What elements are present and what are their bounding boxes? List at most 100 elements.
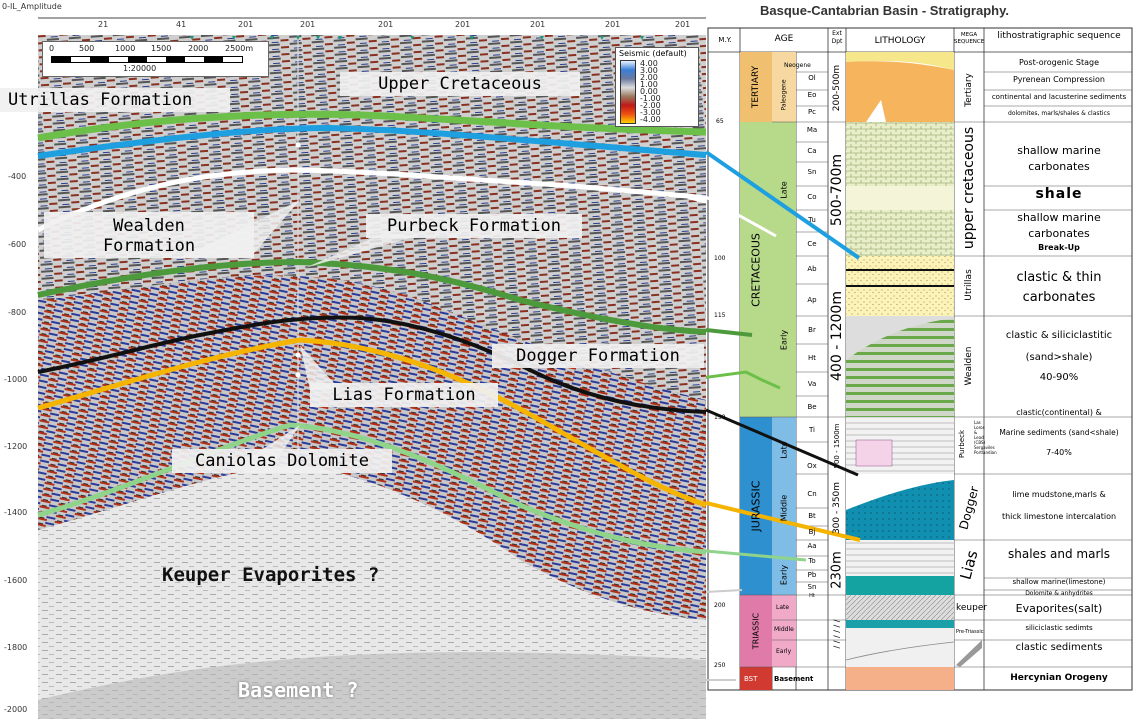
- epoch-label: Late: [779, 441, 789, 459]
- label-wealden: Wealden Formation: [44, 212, 254, 258]
- desc: shallow marine(limestone): [1012, 578, 1106, 586]
- epoch-label: Early: [776, 648, 792, 655]
- stage-label: Ap: [807, 296, 817, 304]
- system-bst-bar: [740, 667, 772, 690]
- epoch-label: Basement: [774, 675, 814, 683]
- epoch-label: Paleogene: [780, 79, 788, 111]
- stage-label: Bj: [808, 528, 816, 536]
- label-wealden-line2: Formation: [102, 236, 196, 256]
- desc: (sand>shale): [1025, 352, 1093, 363]
- stage-label: Aa: [807, 542, 817, 550]
- horizon-utrillas: [37, 124, 707, 159]
- top-axis-label-4: 201: [300, 20, 316, 29]
- mega-label: Tertiary: [964, 73, 974, 107]
- stage-label: Cn: [807, 490, 817, 498]
- legend-value: 4.00: [640, 59, 658, 68]
- header-mega: MEGA SEQUENCE: [954, 32, 985, 45]
- label-upper-cretaceous: Upper Cretaceous: [340, 72, 580, 96]
- top-axis-label-8: 201: [605, 20, 621, 29]
- system-label: CRETACEOUS: [749, 233, 763, 307]
- stage-label: Tu: [808, 216, 816, 224]
- desc: carbonates: [1028, 227, 1090, 240]
- epoch-label: Early: [779, 564, 789, 586]
- top-axis-label-9: 201: [675, 20, 691, 29]
- system-jurassic-bar: [740, 417, 772, 595]
- system-label: BST: [744, 675, 758, 683]
- label-basement: Basement ?: [238, 678, 359, 702]
- strat-canvas: [685, 0, 1134, 719]
- thickness-label: 230m: [829, 551, 845, 589]
- desc: shales and marls: [1008, 547, 1110, 561]
- link-black: [705, 408, 859, 477]
- strat-title: Basque-Cantabrian Basin - Stratigraphy.: [760, 3, 1009, 18]
- label-utrillas: Utrillas Formation: [0, 88, 230, 112]
- scale-tick: 2500m: [225, 44, 254, 53]
- epoch-label: Late: [776, 604, 790, 611]
- top-axis-label-5: 201: [378, 20, 394, 29]
- system-label: TERTIARY: [751, 65, 761, 109]
- litho-shale: [846, 186, 954, 210]
- depth-tick: -1000: [4, 375, 28, 384]
- top-axis-label-6: 201: [455, 20, 471, 29]
- stage-label: Eo: [807, 91, 817, 99]
- scale-unit: 1:20000: [123, 64, 157, 73]
- link-green: [705, 328, 753, 337]
- horizon-purbeck: [37, 258, 707, 335]
- litho-lias: [846, 540, 954, 576]
- stage-label: Br: [808, 326, 816, 334]
- desc: siliciclastic sedimts: [1025, 624, 1093, 632]
- link-white: [705, 195, 777, 238]
- desc: Dolomite & anhydrites: [1025, 590, 1093, 597]
- header-ext: Ext Dpt: [831, 30, 843, 45]
- legend-value: -1.00: [640, 94, 661, 103]
- mega-label: Utrillas: [964, 269, 974, 301]
- label-wealden-line1: Wealden: [113, 216, 185, 236]
- system-cretaceous-bar: [740, 122, 772, 417]
- litho-tertiary-top: [846, 52, 954, 70]
- label-lias: Lias Formation: [310, 383, 498, 407]
- horizon-wealden: [36, 167, 707, 233]
- legend-colorbar: [620, 60, 636, 124]
- horizon-dogger: [37, 315, 707, 414]
- legend-value: -4.00: [640, 115, 661, 124]
- depth-tick: -600: [8, 240, 27, 249]
- seismic-section: 0-IL_Amplitude 21 41 201 201 201 201 201…: [0, 0, 862, 719]
- label-dogger: Dogger Formation: [492, 344, 704, 368]
- header-my: M.Y.: [718, 36, 732, 44]
- depth-tick: -1400: [4, 508, 28, 517]
- mega-label: Wealden: [964, 346, 974, 386]
- mega-label: upper cretaceous: [961, 126, 977, 250]
- ma-tick: 150: [714, 414, 726, 421]
- litho-dogger: [846, 480, 954, 540]
- desc: shallow marine: [1017, 144, 1101, 157]
- litho-tertiary: [846, 61, 954, 122]
- top-axis-label-7: 201: [530, 20, 546, 29]
- legend-value: 1.00: [640, 80, 658, 89]
- desc: carbonates: [1022, 290, 1096, 305]
- thickness-label: 400 - 1200m: [829, 291, 845, 381]
- header-lithology: LITHOLOGY: [874, 36, 926, 46]
- horizon-upper-cretaceous: [37, 110, 707, 142]
- litho-basement: [846, 667, 954, 690]
- stage-label: Ab: [807, 265, 817, 273]
- stage-label: Ht: [809, 593, 815, 599]
- top-axis-label-0: 0-IL_Amplitude: [2, 2, 62, 11]
- ma-tick: 250: [714, 662, 726, 669]
- scale-tick: 1500: [151, 44, 172, 53]
- stage-label: Sn: [807, 168, 817, 176]
- desc: Hercynian Orogeny: [1010, 673, 1108, 683]
- ma-tick: 200: [714, 602, 726, 609]
- stage-label: Sn: [807, 583, 817, 591]
- depth-tick: -1200: [4, 442, 28, 451]
- desc: dolomites, marls/shales & clastics: [1008, 110, 1110, 117]
- depth-tick: -1600: [4, 576, 28, 585]
- top-axis-label-1: 21: [98, 20, 109, 29]
- desc: shale: [1035, 186, 1083, 202]
- epoch-label: Middle: [779, 494, 789, 522]
- stage-label: Ol: [808, 74, 816, 82]
- desc: clastic & siliciclastitic: [1005, 330, 1113, 341]
- legend-value: 3.00: [640, 66, 658, 75]
- desc: Marine sediments (sand<shale): [999, 428, 1119, 437]
- epoch-label: Late: [779, 181, 789, 199]
- thickness-label: 500-700m: [829, 153, 845, 227]
